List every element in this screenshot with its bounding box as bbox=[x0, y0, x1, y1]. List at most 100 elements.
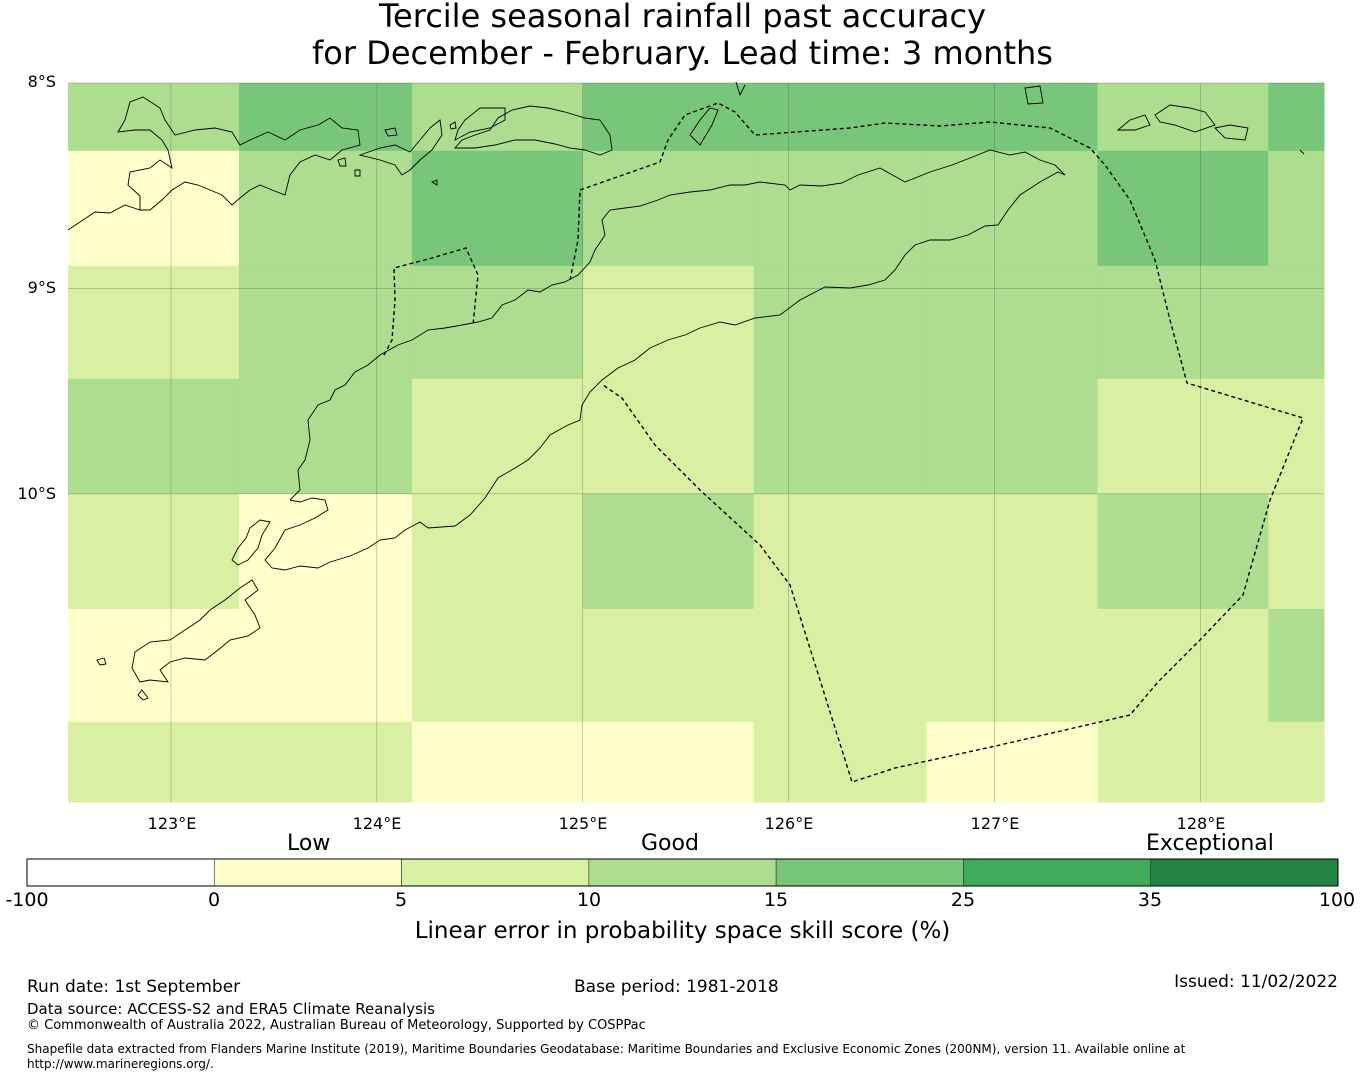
grid-cell bbox=[753, 265, 928, 380]
colorbar-segment bbox=[401, 858, 590, 887]
grid-cell bbox=[1097, 265, 1269, 380]
grid-cell bbox=[68, 721, 240, 803]
grid-cell bbox=[411, 608, 584, 723]
band-label-exceptional: Exceptional bbox=[1146, 831, 1274, 856]
grid-cell bbox=[411, 493, 584, 610]
shapefile-credit-line2: http://www.marineregions.org/. bbox=[27, 1057, 214, 1071]
colorbar-tick: 5 bbox=[394, 889, 408, 911]
grid-cell bbox=[926, 150, 1099, 267]
grid-cell bbox=[238, 493, 413, 610]
lon-label-125e: 125°E bbox=[558, 814, 608, 833]
lat-label-10s: 10°S bbox=[17, 484, 56, 503]
grid-cell bbox=[238, 265, 413, 380]
grid-cell bbox=[753, 608, 928, 723]
grid-cell bbox=[411, 721, 584, 803]
grid-cell bbox=[753, 378, 928, 495]
grid-cell bbox=[1097, 608, 1269, 723]
grid-cell bbox=[582, 265, 755, 380]
graticule bbox=[68, 82, 1324, 802]
colorbar-tick: 10 bbox=[576, 889, 602, 911]
grid-cell bbox=[238, 721, 413, 803]
colorbar-tick: 0 bbox=[207, 889, 221, 911]
grid-cell bbox=[411, 378, 584, 495]
colorbar-segment bbox=[963, 858, 1152, 887]
copyright: © Commonwealth of Australia 2022, Austra… bbox=[27, 1018, 646, 1033]
grid-cell bbox=[753, 721, 928, 803]
grid-cell bbox=[238, 378, 413, 495]
map-title-line2: for December - February. Lead time: 3 mo… bbox=[312, 34, 1053, 72]
grid-cell bbox=[582, 150, 755, 267]
grid-cell bbox=[926, 265, 1099, 380]
map-title-line1: Tercile seasonal rainfall past accuracy bbox=[378, 0, 987, 35]
grid-cell bbox=[1097, 493, 1269, 610]
issued-date: Issued: 11/02/2022 bbox=[1174, 972, 1338, 992]
lon-label-127e: 127°E bbox=[970, 814, 1020, 833]
grid-cell bbox=[1268, 721, 1325, 803]
grid-cell bbox=[1097, 378, 1269, 495]
grid-cell bbox=[753, 83, 928, 152]
grid-cell bbox=[68, 493, 240, 610]
shapefile-credit-line1: Shapefile data extracted from Flanders M… bbox=[27, 1042, 1186, 1056]
grid-cell bbox=[411, 150, 584, 267]
run-date: Run date: 1st September bbox=[27, 977, 241, 997]
lon-label-126e: 126°E bbox=[764, 814, 814, 833]
lon-label-124e: 124°E bbox=[352, 814, 402, 833]
grid-cell bbox=[1268, 378, 1325, 495]
colorbar-segment bbox=[26, 858, 215, 887]
grid-cell bbox=[1097, 721, 1269, 803]
grid-cell bbox=[582, 608, 755, 723]
grid-cell bbox=[926, 493, 1099, 610]
grid-cell bbox=[1097, 83, 1269, 152]
colorbar-title: Linear error in probability space skill … bbox=[414, 918, 951, 944]
lon-label-128e: 128°E bbox=[1176, 814, 1226, 833]
base-period: Base period: 1981-2018 bbox=[574, 977, 779, 997]
grid-cell bbox=[411, 83, 584, 152]
grid-cell bbox=[68, 265, 240, 380]
colorbar-outline bbox=[26, 858, 1339, 887]
data-source: Data source: ACCESS-S2 and ERA5 Climate … bbox=[27, 1000, 435, 1018]
colorbar-segment bbox=[1150, 858, 1339, 887]
coastlines bbox=[67, 81, 1305, 701]
grid-cell bbox=[1268, 83, 1325, 152]
grid-cell bbox=[926, 608, 1099, 723]
grid-cell bbox=[753, 150, 928, 267]
grid-cell bbox=[926, 378, 1099, 495]
colorbar bbox=[26, 858, 1339, 887]
lon-label-123e: 123°E bbox=[147, 814, 197, 833]
grid-cell bbox=[753, 493, 928, 610]
grid-cell bbox=[582, 493, 755, 610]
colorbar-tick: 15 bbox=[763, 889, 789, 911]
colorbar-tick: 100 bbox=[1318, 889, 1356, 911]
grid-cell bbox=[68, 608, 240, 723]
grid-cell bbox=[582, 378, 755, 495]
colorbar-tick: 25 bbox=[950, 889, 976, 911]
grid-cell bbox=[68, 378, 240, 495]
band-label-low: Low bbox=[287, 831, 331, 856]
grid-cell bbox=[1268, 150, 1325, 267]
grid-cell bbox=[1097, 150, 1269, 267]
colorbar-tick: 35 bbox=[1137, 889, 1163, 911]
colorbar-tick: -100 bbox=[5, 889, 49, 911]
grid-cell bbox=[1268, 608, 1325, 723]
grid-cell bbox=[582, 721, 755, 803]
grid-cell bbox=[1268, 493, 1325, 610]
band-label-good: Good bbox=[641, 831, 699, 856]
colorbar-segment bbox=[775, 858, 964, 887]
grid-cell bbox=[926, 83, 1099, 152]
colorbar-segment bbox=[588, 858, 777, 887]
maritime-boundaries bbox=[383, 102, 1304, 783]
grid-cell bbox=[68, 83, 240, 152]
grid-cell bbox=[238, 83, 413, 152]
colorbar-segment bbox=[213, 858, 402, 887]
grid-cell bbox=[238, 150, 413, 267]
grid-cell bbox=[238, 608, 413, 723]
skill-score-grid bbox=[68, 83, 1325, 803]
grid-cell bbox=[926, 721, 1099, 803]
lat-label-8s: 8°S bbox=[27, 72, 56, 91]
grid-cell bbox=[411, 265, 584, 380]
grid-cell bbox=[1268, 265, 1325, 380]
grid-cell bbox=[582, 83, 755, 152]
lat-label-9s: 9°S bbox=[27, 278, 56, 297]
grid-cell bbox=[68, 150, 240, 267]
